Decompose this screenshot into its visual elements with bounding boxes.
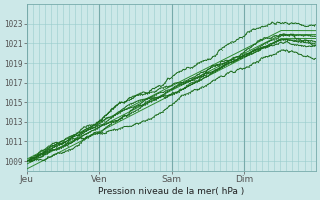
X-axis label: Pression niveau de la mer( hPa ): Pression niveau de la mer( hPa ) [98, 187, 244, 196]
